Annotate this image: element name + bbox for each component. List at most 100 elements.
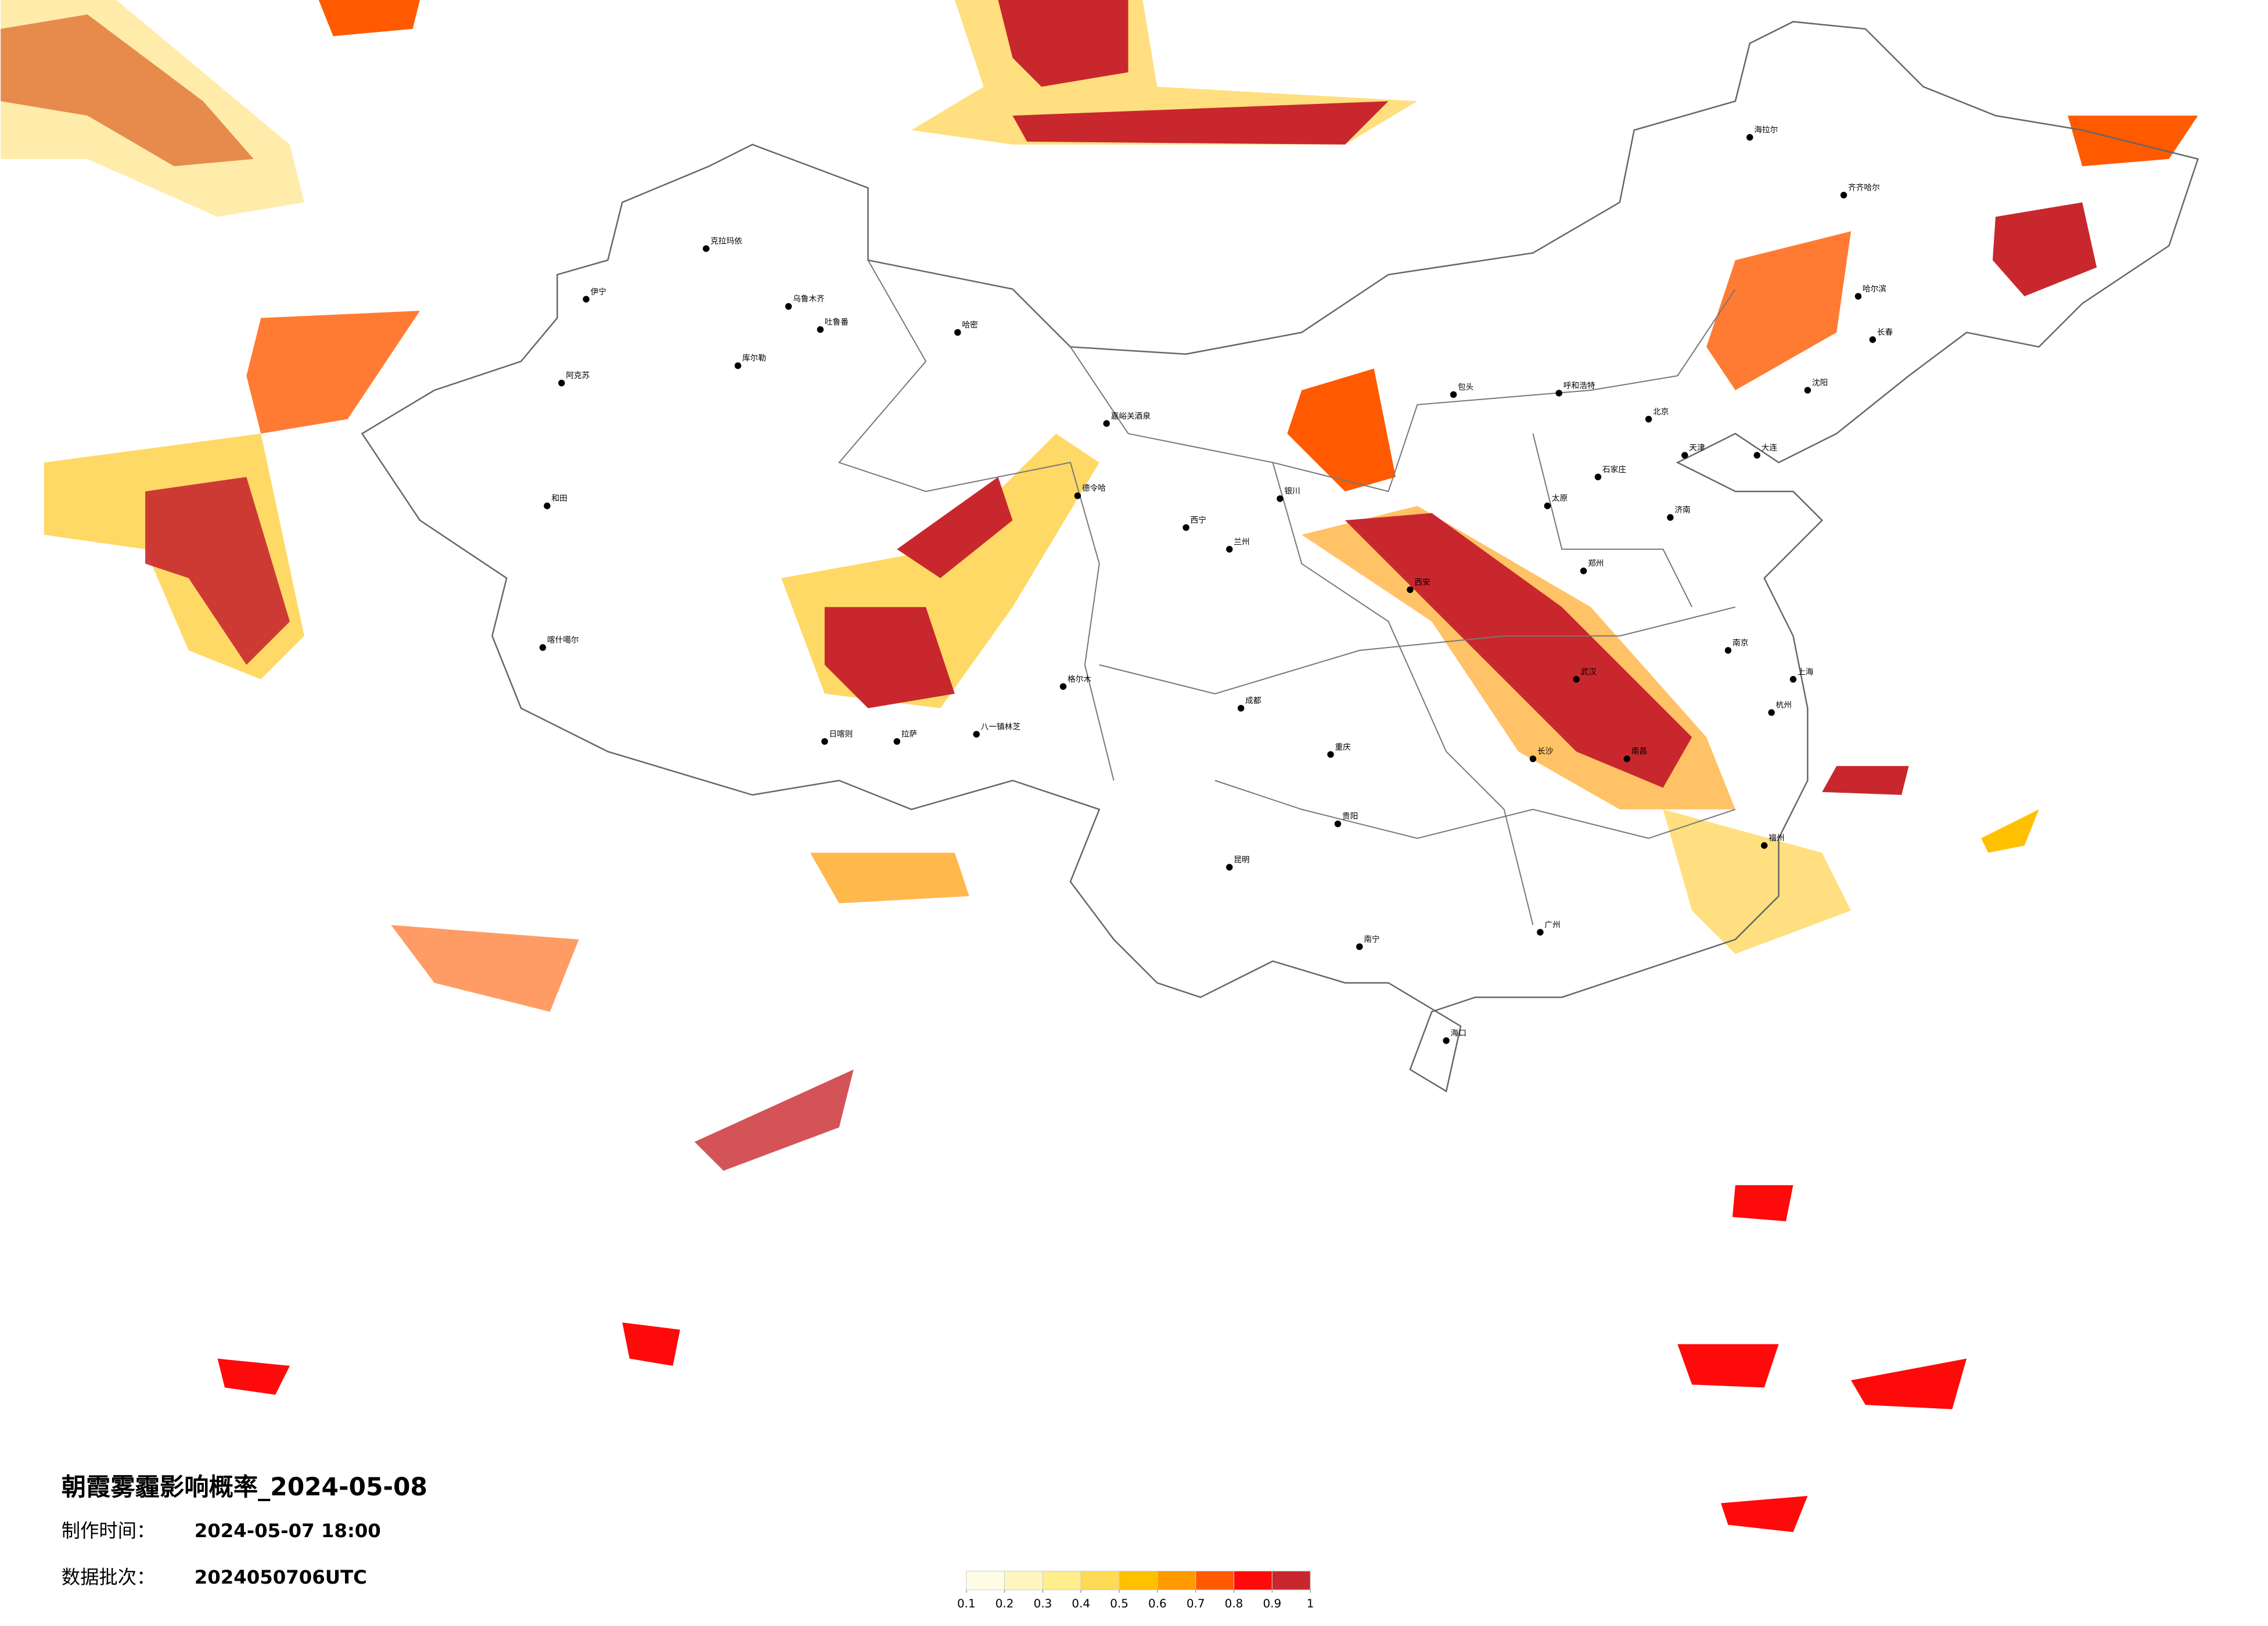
legend-swatch [1271,1570,1311,1591]
city-label: 南昌 [1631,747,1647,756]
city-label: 银川 [1284,487,1300,496]
legend-swatch [1234,1570,1273,1591]
city-label: 拉萨 [901,729,917,739]
city-label: 太原 [1552,494,1568,503]
legend-tick-label: 0.2 [995,1597,1014,1610]
city-dot [1623,755,1630,762]
legend-tick-label: 0.6 [1148,1597,1167,1610]
legend-tick-label: 0.4 [1072,1597,1090,1610]
city-label: 呼和浩特 [1563,382,1595,391]
city-dot [1407,586,1414,593]
city-dot [1840,192,1848,199]
city-label: 克拉玛依 [710,237,742,246]
city-label: 长春 [1877,328,1893,337]
city-dot [1580,567,1587,574]
city-label: 海拉尔 [1754,125,1778,135]
city-dot [1746,134,1753,141]
made-value: 2024-05-07 18:00 [195,1520,381,1542]
city-dot [1182,524,1189,531]
city-label: 喀什噶尔 [547,636,579,645]
city-dot [1789,676,1797,683]
city-dot [817,326,824,333]
city-label: 成都 [1245,696,1261,706]
city-dot [1573,676,1580,683]
city-label: 包头 [1458,383,1473,392]
city-label: 上海 [1798,667,1814,677]
city-label: 西安 [1414,578,1430,587]
legend-tick-label: 0.1 [957,1597,976,1610]
city-dot [1869,336,1877,343]
legend-swatch [1004,1570,1043,1591]
city-label: 海口 [1451,1029,1467,1038]
city-dot [1760,842,1768,849]
city-label: 贵阳 [1342,812,1358,821]
made-label: 制作时间： [62,1520,156,1542]
city-dot [583,296,590,303]
batch-value: 2024050706UTC [195,1566,367,1588]
city-dot [1804,387,1811,394]
city-label: 石家庄 [1602,465,1626,474]
city-dot [893,738,901,745]
city-label: 广州 [1544,920,1560,930]
haze-field [1,0,2198,1533]
city-dot [1753,452,1760,459]
city-dot [1544,502,1551,509]
city-dot [539,644,547,651]
city-label: 哈密 [962,320,978,330]
legend-tick-label: 0.7 [1187,1597,1205,1610]
city-label: 嘉峪关酒泉 [1111,411,1151,421]
city-dot [1334,820,1342,828]
city-label: 格尔木 [1067,675,1091,684]
city-dot [558,379,565,387]
city-dot [821,738,828,745]
city-dot [1327,751,1334,758]
city-dot [1059,683,1067,690]
city-dot [1443,1037,1450,1044]
city-label: 武汉 [1581,667,1597,677]
province-borders [838,260,1736,926]
legend-swatch [1157,1570,1196,1591]
city-label: 兰州 [1234,537,1249,546]
city-dot [1277,495,1284,502]
legend-swatch [1195,1570,1235,1591]
city-label: 库尔勒 [742,354,766,363]
city-label: 德令哈 [1082,484,1106,493]
city-dot [1450,391,1457,398]
map-title: 朝霞雾霾影响概率_2024-05-08 [62,1473,427,1501]
city-label: 吐鲁番 [825,318,849,327]
city-dot [1724,647,1732,654]
city-dot [1667,514,1674,521]
city-dot [1226,864,1233,871]
legend: 0.1 0.2 0.3 0.4 0.5 0.6 0.7 0.8 0.9 1 [957,1570,1314,1610]
legend-swatch [966,1570,1005,1591]
city-label: 昆明 [1234,855,1249,865]
city-label: 和田 [551,494,567,503]
city-label: 济南 [1674,506,1690,515]
city-dot [544,502,551,509]
city-label: 长沙 [1537,747,1554,756]
city-label: 哈尔滨 [1863,285,1886,294]
city-dot [785,303,792,310]
city-label: 沈阳 [1812,379,1828,388]
city-dot [1768,709,1775,716]
legend-tick-label: 0.3 [1034,1597,1052,1610]
city-dot [954,329,961,336]
legend-tick-label: 1 [1307,1597,1314,1610]
city-label: 天津 [1689,444,1705,453]
city-label: 福州 [1769,834,1784,843]
legend-tick-label: 0.8 [1225,1597,1243,1610]
city-dot [1074,492,1081,499]
city-label: 南京 [1733,639,1748,648]
city-dot [734,362,742,369]
legend-swatch [1119,1570,1158,1591]
city-label: 乌鲁木齐 [793,294,825,304]
city-label: 日喀则 [829,729,853,739]
city-dot [1226,546,1233,553]
city-dot [703,245,710,252]
city-label: 阿克苏 [566,371,590,380]
country-outline [361,21,2199,1093]
city-label: 杭州 [1776,701,1792,710]
city-label: 郑州 [1588,559,1604,569]
